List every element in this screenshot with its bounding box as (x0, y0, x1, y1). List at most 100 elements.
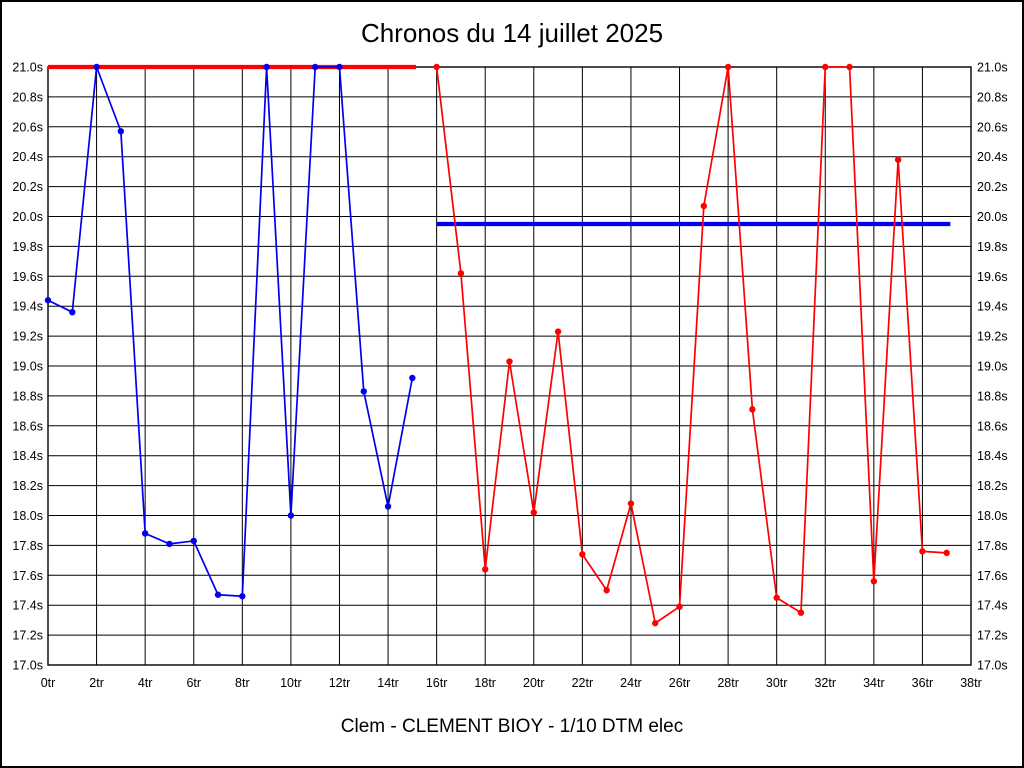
y-tick-label-left: 21.0s (12, 61, 43, 75)
y-tick-label-right: 20.4s (977, 150, 1008, 164)
series-red-point (724, 63, 732, 71)
y-tick-label-left: 19.8s (12, 240, 43, 254)
series-blue-point (311, 63, 319, 71)
x-tick-label: 34tr (863, 676, 885, 690)
series-blue-point (141, 530, 149, 537)
series-blue-point (409, 374, 416, 382)
x-tick-label: 28tr (717, 676, 739, 690)
series-red-point (579, 551, 586, 558)
x-tick-label: 0tr (41, 676, 56, 690)
series-red-point (797, 609, 805, 616)
y-tick-label-right: 20.0s (977, 210, 1008, 224)
y-tick-label-right: 17.2s (977, 629, 1008, 643)
series-red-point (943, 549, 950, 557)
y-tick-label-right: 17.6s (977, 569, 1008, 583)
y-tick-label-left: 17.6s (12, 569, 43, 583)
y-tick-label-right: 18.0s (977, 509, 1008, 523)
x-tick-label: 36tr (912, 676, 934, 690)
y-tick-label-left: 17.0s (12, 659, 43, 673)
series-red-point (482, 566, 489, 573)
y-tick-label-left: 18.8s (12, 389, 43, 403)
y-tick-label-right: 18.4s (977, 449, 1008, 463)
y-tick-label-left: 19.0s (12, 360, 43, 374)
series-red-point (822, 63, 829, 71)
series-blue-point (336, 63, 343, 71)
y-tick-label-right: 18.6s (977, 419, 1008, 433)
y-tick-label-left: 20.0s (12, 210, 43, 224)
y-tick-label-left: 18.0s (12, 509, 43, 523)
series-red-point (870, 578, 878, 585)
y-tick-label-left: 18.4s (12, 449, 43, 463)
plot-border (47, 66, 972, 666)
series-blue-point (117, 128, 125, 135)
series-red-point (894, 156, 902, 163)
x-tick-label: 18tr (474, 676, 496, 690)
series-red-point (506, 358, 513, 365)
series-blue-point (93, 63, 100, 71)
series-red-point (433, 63, 440, 71)
series-blue-point (384, 503, 392, 510)
series-blue-point (214, 591, 222, 598)
x-tick-label: 30tr (766, 676, 788, 690)
y-tick-label-right: 19.0s (977, 360, 1008, 374)
x-tick-label: 16tr (426, 676, 448, 690)
series-blue-point (360, 388, 367, 395)
series-red-point (919, 548, 926, 555)
series-red-point (603, 587, 610, 594)
y-tick-label-left: 19.4s (12, 300, 43, 314)
x-tick-label: 22tr (572, 676, 594, 690)
x-tick-label: 24tr (620, 676, 642, 690)
series-blue-point (287, 512, 295, 519)
x-tick-label: 2tr (89, 676, 104, 690)
y-tick-label-right: 17.4s (977, 599, 1008, 613)
y-tick-label-left: 19.2s (12, 330, 43, 344)
series-red-point (749, 406, 756, 413)
y-tick-label-left: 18.2s (12, 479, 43, 493)
y-tick-label-left: 17.2s (12, 629, 43, 643)
x-tick-label: 26tr (669, 676, 691, 690)
x-tick-label: 10tr (280, 676, 302, 690)
y-tick-label-left: 17.8s (12, 539, 43, 553)
y-tick-label-right: 20.2s (977, 180, 1008, 194)
series-red-point (627, 500, 635, 507)
y-tick-label-right: 20.6s (977, 120, 1008, 134)
x-tick-label: 20tr (523, 676, 545, 690)
y-tick-label-left: 20.2s (12, 180, 43, 194)
y-tick-label-right: 19.2s (977, 330, 1008, 344)
series-red-point (700, 202, 708, 210)
x-tick-label: 14tr (377, 676, 399, 690)
y-tick-label-left: 18.6s (12, 419, 43, 433)
x-tick-label: 38tr (960, 676, 982, 690)
y-tick-label-left: 20.6s (12, 120, 43, 134)
y-tick-label-right: 18.2s (977, 479, 1008, 493)
y-tick-label-left: 20.8s (12, 90, 43, 104)
series-blue-point (69, 308, 76, 316)
y-tick-label-right: 18.8s (977, 389, 1008, 403)
x-tick-label: 32tr (814, 676, 836, 690)
series-red-point (530, 509, 537, 516)
series-blue-point (239, 593, 246, 600)
series-red-point (773, 594, 780, 601)
series-blue-point (263, 63, 270, 71)
series-blue-point (44, 297, 52, 304)
y-tick-label-right: 20.8s (977, 90, 1008, 104)
y-tick-label-left: 17.4s (12, 599, 43, 613)
series-blue-line (47, 66, 414, 598)
y-tick-label-left: 20.4s (12, 150, 43, 164)
series-red-line (435, 66, 947, 624)
series-red-point (457, 270, 465, 277)
series-red-point (554, 328, 562, 335)
series-red-point (846, 63, 853, 71)
y-tick-label-right: 17.0s (977, 659, 1008, 673)
y-tick-label-right: 19.4s (977, 300, 1008, 314)
series-blue-point (166, 540, 173, 548)
chart-title: Chronos du 14 juillet 2025 (360, 18, 664, 48)
x-tick-label: 8tr (235, 676, 250, 690)
y-tick-label-right: 19.8s (977, 240, 1008, 254)
y-tick-label-right: 19.6s (977, 270, 1008, 284)
x-tick-label: 12tr (329, 676, 351, 690)
series-red-point (676, 603, 683, 610)
x-tick-label: 4tr (138, 676, 153, 690)
